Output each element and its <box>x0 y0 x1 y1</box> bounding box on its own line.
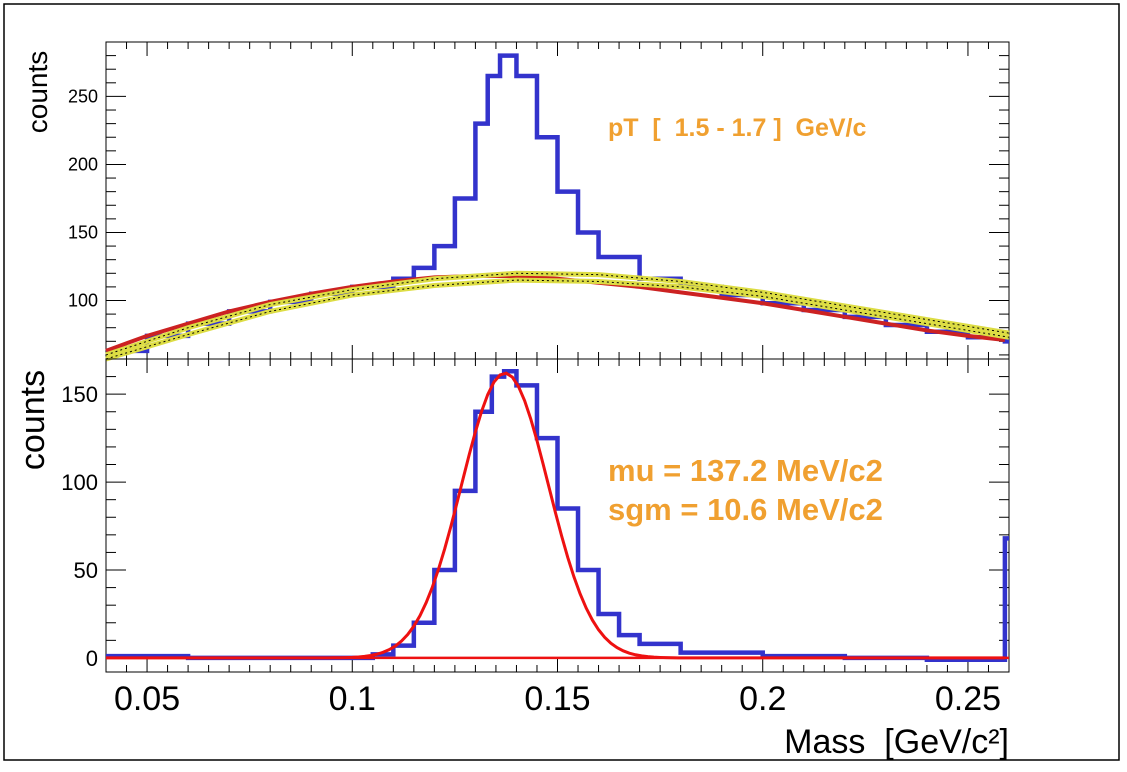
bottom-panel: 0 50 100 150 0.05 0.1 0.15 0.2 0.25 <box>61 358 1010 718</box>
x-tick-label: 0.1 <box>329 680 376 718</box>
top-y-tick-label: 150 <box>68 222 98 242</box>
x-axis-label: Mass [GeV/c²] <box>784 723 1009 761</box>
top-band-lower-dash <box>105 279 1010 360</box>
x-tick-label: 0.2 <box>739 680 786 718</box>
top-y-tick-label: 100 <box>68 290 98 310</box>
bottom-y-tick-label: 50 <box>74 558 98 583</box>
top-panel: 100 150 200 250 <box>68 41 1010 362</box>
sigma-annotation: sgm = 10.6 MeV/c2 <box>608 492 883 527</box>
top-band-upper-dash <box>105 272 1010 356</box>
frame-border <box>3 3 1120 761</box>
top-y-tick-label: 250 <box>68 86 98 106</box>
bottom-y-tick-label: 150 <box>61 382 98 407</box>
pt-annotation: pT [ 1.5 - 1.7 ] GeV/c <box>608 114 867 142</box>
top-ylabel: counts <box>22 51 53 134</box>
mu-annotation: mu = 137.2 MeV/c2 <box>608 453 883 488</box>
bottom-y-tick-label: 100 <box>61 470 98 495</box>
x-tick-label: 0.15 <box>524 680 590 718</box>
top-y-tick-label: 200 <box>68 154 98 174</box>
x-tick-label: 0.05 <box>114 680 180 718</box>
bottom-y-tick-label: 0 <box>86 646 98 671</box>
bottom-ylabel: counts <box>14 370 52 470</box>
x-tick-label: 0.25 <box>935 680 1001 718</box>
